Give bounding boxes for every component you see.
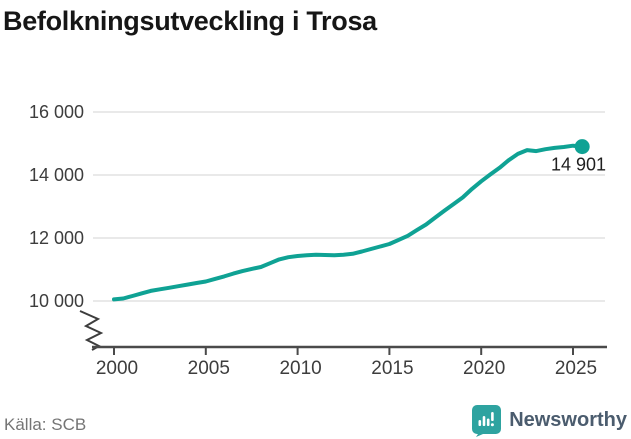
newsworthy-brand-link[interactable]: Newsworthy — [471, 404, 627, 437]
population-line — [112, 143, 585, 302]
x-tick-label: 2005 — [188, 358, 230, 379]
axis-break-icon — [79, 310, 104, 351]
source-credit: Källa: SCB — [4, 415, 87, 434]
y-tick-label: 10 000 — [29, 291, 84, 311]
y-tick-label: 14 000 — [29, 165, 84, 185]
x-tick-label: 2020 — [463, 358, 505, 379]
x-tick-label: 2000 — [96, 358, 138, 379]
end-value-label: 14 901 — [551, 155, 606, 175]
y-tick-label: 12 000 — [29, 228, 84, 248]
end-point-dot — [574, 139, 590, 155]
x-tick-label: 2010 — [279, 358, 321, 379]
x-axis: 2000 2005 2010 2015 2020 2025 — [92, 345, 607, 379]
x-tick-label: 2025 — [555, 358, 597, 379]
x-tick-label: 2015 — [371, 358, 413, 379]
population-line-chart: 10 000 12 000 14 000 16 000 2000 2005 2010 201… — [29, 102, 607, 379]
population-series: 14 901 — [112, 139, 606, 302]
gridlines: 10 000 12 000 14 000 16 000 — [29, 102, 605, 311]
y-tick-label: 16 000 — [29, 102, 84, 122]
newsworthy-logo-icon — [471, 404, 502, 437]
newsworthy-brand-name: Newsworthy — [509, 409, 627, 431]
chart-title: Befolkningsutveckling i Trosa — [3, 6, 377, 36]
